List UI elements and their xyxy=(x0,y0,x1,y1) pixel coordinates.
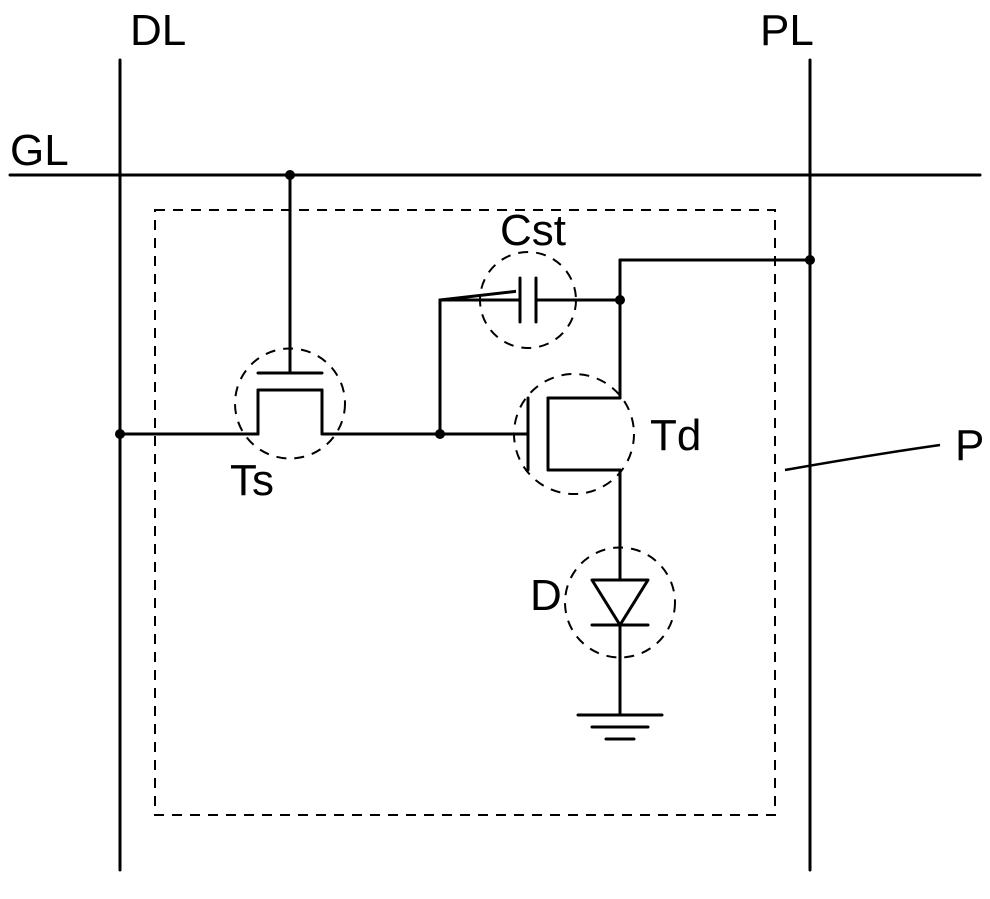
label-DL: DL xyxy=(130,6,186,55)
label-PL: PL xyxy=(760,6,814,55)
label-GL: GL xyxy=(10,126,69,175)
label-Td: Td xyxy=(650,411,701,460)
circuit-diagram: DL PL GL Cst Ts Td D P xyxy=(0,0,990,899)
label-Cst: Cst xyxy=(500,206,566,255)
label-P: P xyxy=(955,421,984,470)
label-Ts: Ts xyxy=(230,456,274,505)
leader-P xyxy=(785,445,940,470)
label-D: D xyxy=(530,571,562,620)
